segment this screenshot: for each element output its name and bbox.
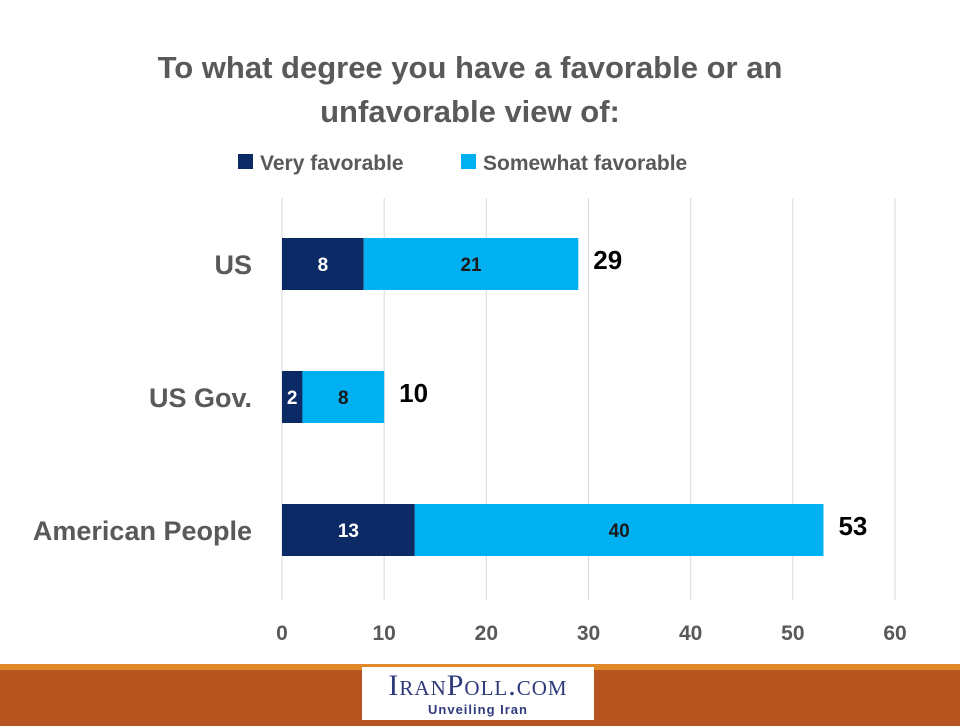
category-label-1: US Gov. — [149, 383, 252, 413]
legend: Very favorable Somewhat favorable — [238, 152, 687, 175]
category-label-0: US — [214, 250, 252, 280]
legend-label-very-favorable: Very favorable — [260, 152, 404, 175]
x-tick-label-30: 30 — [577, 622, 600, 645]
logo-brand-text: IranPoll.com — [388, 669, 568, 702]
data-label-0-series-0: 8 — [318, 255, 329, 276]
x-tick-label-20: 20 — [475, 622, 498, 645]
bar-2-series-1 — [414, 504, 824, 556]
category-labels: US US Gov. American People — [33, 250, 252, 546]
bar-1-series-1 — [302, 371, 385, 423]
bar-1-series-0 — [282, 371, 303, 423]
data-label-0-series-1: 21 — [460, 255, 482, 276]
category-label-2: American People — [33, 516, 252, 546]
data-label-1-series-0: 2 — [287, 388, 298, 409]
x-tick-label-50: 50 — [781, 622, 804, 645]
total-label-1: 10 — [399, 378, 428, 408]
logo-tagline: Unveiling Iran — [428, 702, 528, 717]
bar-0-series-0 — [282, 238, 364, 290]
iranpoll-logo: IranPoll.com Unveiling Iran — [362, 667, 594, 720]
data-label-2-series-1: 40 — [609, 521, 630, 542]
x-axis-ticks: 0 10 20 30 40 50 60 — [276, 622, 907, 645]
total-label-0: 29 — [593, 245, 622, 275]
chart: To what degree you have a favorable or a… — [33, 50, 907, 645]
legend-swatch-very-favorable — [238, 154, 253, 169]
bar-2-series-0 — [282, 504, 415, 556]
chart-title-line-2: unfavorable view of: — [320, 94, 620, 129]
x-tick-label-10: 10 — [372, 622, 395, 645]
legend-label-somewhat-favorable: Somewhat favorable — [483, 152, 687, 175]
data-label-1-series-1: 8 — [338, 388, 349, 409]
x-tick-label-40: 40 — [679, 622, 702, 645]
chart-title-line-1: To what degree you have a favorable or a… — [158, 50, 783, 85]
bar-0-series-1 — [363, 238, 579, 290]
bars: 8 21 2 8 13 40 — [282, 238, 824, 556]
legend-swatch-somewhat-favorable — [461, 154, 476, 169]
total-label-2: 53 — [838, 511, 867, 541]
x-tick-label-0: 0 — [276, 622, 288, 645]
total-labels: 29 10 53 — [399, 245, 867, 541]
x-tick-label-60: 60 — [883, 622, 906, 645]
data-label-2-series-0: 13 — [338, 521, 359, 542]
